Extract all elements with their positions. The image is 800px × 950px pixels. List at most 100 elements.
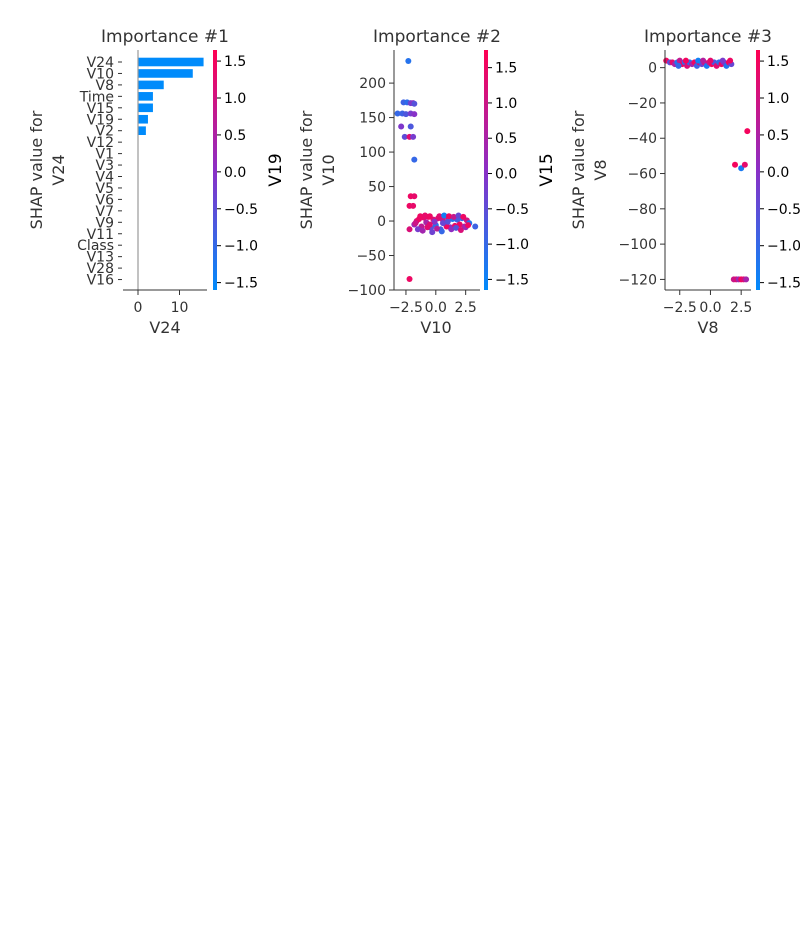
panel-2-point	[472, 223, 479, 230]
panel-1-xtick-label: 0	[134, 300, 143, 316]
panel-2-xtick-label: −2.5	[389, 300, 423, 316]
panel-2-point	[394, 110, 401, 117]
panel-2-colorbar: 1.5 1.0 0.5 0.0 −0.5 −1.0 −1.5 V15	[484, 50, 557, 290]
panel-2-point	[410, 133, 417, 140]
panel-2-ytick-label: −50	[356, 249, 386, 265]
panel-1-colorbar-tick-label: 0.0	[224, 165, 246, 181]
panel-1-feature-label: V16	[87, 273, 114, 289]
panel-1-feature-label: Time	[79, 89, 114, 105]
panel-2-point	[434, 225, 440, 232]
panel-3-ytick-label: −60	[627, 167, 657, 183]
panel-1-colorbar-label: V19	[266, 153, 286, 186]
panel-1-bar-v15	[138, 103, 153, 113]
panel-1-feature-label: Class	[77, 238, 114, 254]
panel-2-point	[457, 227, 464, 233]
panel-1-feature-label: V28	[87, 261, 114, 277]
panel-2-ytick-label: 50	[368, 180, 386, 196]
panel-3-point	[682, 57, 689, 64]
panel-2-colorbar-tick-label: 1.5	[495, 61, 517, 77]
panel-3-point	[719, 57, 726, 64]
panel-importance-3: Importance #3 SHAP value for V8 0 −20 −40 −…	[569, 27, 800, 337]
panel-3-colorbar-tick-label: 1.0	[767, 91, 789, 107]
panel-2-point	[411, 193, 418, 200]
panel-2-point	[436, 213, 443, 220]
panel-1-bar-v8	[138, 80, 164, 90]
panel-2-point	[411, 100, 418, 107]
panel-2-point	[405, 58, 412, 65]
panel-2-point	[410, 202, 417, 209]
panel-3-colorbar-tick-label: −0.5	[767, 202, 800, 218]
panel-2-point	[407, 123, 414, 130]
panel-3-point	[675, 62, 682, 69]
panel-3-point	[700, 57, 707, 64]
panel-2-ytick-label: 150	[359, 111, 386, 127]
panel-2-colorbar-tick-label: 0.5	[495, 131, 517, 147]
panel-2-xtick-label: 2.5	[455, 300, 477, 316]
panel-3-colorbar-tick-label: −1.5	[767, 276, 800, 292]
panel-2-point	[406, 275, 413, 282]
panel-2-colorbar-tick-label: −0.5	[495, 202, 529, 218]
panel-3-point	[727, 57, 734, 64]
panel-2-colorbar-label: V15	[537, 153, 557, 186]
panel-2-point	[402, 111, 409, 118]
panel-2-point	[406, 226, 413, 233]
panel-1-feature-label: V13	[87, 250, 114, 266]
panel-3-axes: 0 −20 −40 −60 −80 −100 −120 −2.5 0.0 2.5	[619, 50, 752, 316]
panel-3-ytick-label: 0	[648, 61, 657, 77]
panel-2-colorbar-tick-label: −1.5	[495, 272, 529, 288]
panel-1-ylabel-line-2: V24	[49, 154, 68, 185]
panel-3-ylabel-line-2: V8	[591, 159, 610, 180]
panel-2-point	[422, 212, 429, 219]
panel-1-bar-v10	[138, 69, 193, 78]
panel-2-point	[431, 218, 438, 225]
panel-3-colorbar-tick-label: 1.5	[767, 54, 789, 70]
panel-2-point	[444, 218, 451, 225]
panel-1-xlabel: V24	[149, 318, 180, 337]
panel-1-bars	[138, 57, 204, 135]
panel-3-ylabel: SHAP value for V8	[569, 110, 610, 229]
panel-2-point	[441, 212, 448, 219]
panel-3-point	[744, 128, 751, 135]
panel-2-xtick-label: 0.0	[425, 300, 447, 316]
panel-3-ytick-label: −40	[627, 131, 657, 147]
panel-2-colorbar-strip	[484, 50, 488, 290]
panel-2-ylabel: SHAP value for V10	[297, 110, 338, 229]
panel-1-title: Importance #1	[101, 27, 229, 47]
panel-1-colorbar-tick-label: −1.0	[224, 239, 258, 255]
panel-2-point	[426, 221, 433, 228]
panel-1-colorbar: 1.5 1.0 0.5 0.0 −0.5 −1.0 −1.5 V19	[213, 50, 286, 292]
panel-1-colorbar-tick-label: 0.5	[224, 128, 246, 144]
panel-2-point	[419, 227, 426, 234]
panel-2-points	[394, 58, 479, 282]
panel-importance-2: Importance #2 SHAP value for V10 200 150 1…	[297, 27, 557, 337]
panel-2-point	[401, 133, 408, 140]
panel-1-ylabel: SHAP value for V24	[27, 110, 68, 229]
panel-1-feature-label: V2	[96, 124, 114, 140]
panel-2-ylabel-line-2: V10	[319, 154, 338, 185]
panel-1-colorbar-tick-label: 1.5	[224, 54, 246, 70]
panel-2-point	[426, 213, 433, 220]
panel-2-ytick-label: 100	[359, 145, 386, 161]
panel-1-colorbar-strip	[213, 50, 217, 290]
panel-2-point	[429, 229, 436, 236]
panel-1-feature-label: V9	[96, 215, 114, 231]
panel-2-ytick-label: 0	[377, 214, 386, 230]
panel-2-point	[438, 228, 445, 235]
panel-3-point	[695, 57, 702, 64]
panel-2-point	[465, 222, 472, 229]
panel-2-point	[412, 220, 419, 227]
panel-1-xtick-label: 10	[171, 300, 189, 316]
panel-3-ytick-label: −80	[627, 202, 657, 218]
panel-1-feature-label: V6	[96, 192, 115, 208]
panel-3-colorbar-tick-label: −1.0	[767, 239, 800, 255]
panel-3-xtick-label: 0.0	[699, 300, 721, 316]
panel-3-ytick-label: −20	[627, 96, 657, 112]
panel-3-colorbar-tick-label: 0.0	[767, 165, 789, 181]
panel-1-colorbar-tick-label: −1.5	[224, 276, 258, 292]
panel-1-feature-label: V5	[96, 181, 114, 197]
panel-2-point	[448, 226, 455, 233]
panel-1-bar-v19	[138, 114, 148, 124]
panel-1-feature-label: V10	[87, 66, 114, 82]
panel-2-point	[450, 213, 457, 220]
